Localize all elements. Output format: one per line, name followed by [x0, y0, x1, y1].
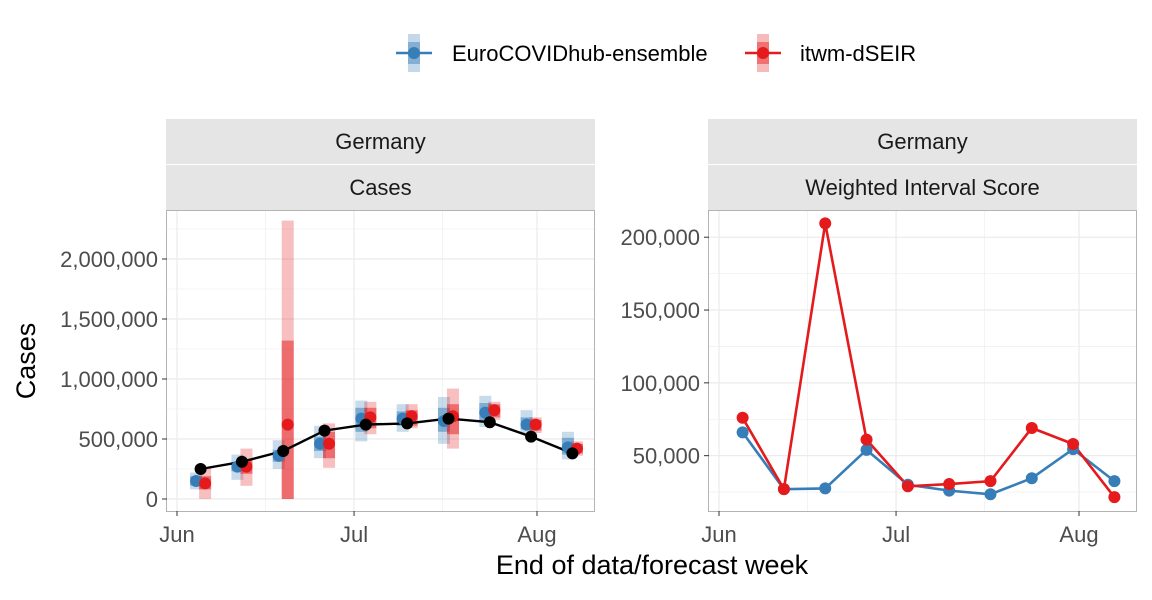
wis-axes: 50,000 100,000 150,000 200,000 Jun Jul Aug	[620, 225, 1098, 547]
cases-observed-point	[318, 424, 331, 437]
wis-x-tick-label: Jul	[882, 522, 910, 547]
wis-panel-border	[708, 210, 1137, 512]
cases-y-tick-label: 2,000,000	[60, 247, 158, 272]
right-strip-bottom-label: Weighted Interval Score	[805, 175, 1039, 200]
left-strip-top-label: Germany	[335, 129, 425, 154]
wis-point	[943, 478, 956, 491]
legend-ensemble-marker	[408, 47, 420, 59]
wis-point	[984, 475, 997, 488]
wis-y-tick-label: 150,000	[620, 298, 700, 323]
wis-y-tick-label: 50,000	[633, 444, 700, 469]
cases-point	[190, 475, 203, 487]
cases-point	[281, 418, 294, 431]
cases-point	[520, 418, 533, 431]
cases-observed-point	[483, 416, 496, 429]
cases-x-tick-label: Jul	[340, 522, 368, 547]
wis-point	[736, 426, 749, 439]
wis-x-tick-label: Jun	[701, 522, 736, 547]
wis-point	[819, 482, 832, 495]
cases-point	[314, 437, 327, 450]
left-strip-bottom-label: Cases	[349, 175, 411, 200]
wis-panel: 50,000 100,000 150,000 200,000 Jun Jul Aug	[620, 210, 1137, 547]
cases-point	[323, 437, 336, 450]
cases-axes: 0 500,000 1,000,000 1,500,000 2,000,000 Jun Ju…	[60, 247, 556, 547]
legend-itwm-marker	[757, 47, 769, 59]
cases-y-tick-label: 1,500,000	[60, 307, 158, 332]
legend-item-itwm: itwm-dSEIR	[745, 34, 916, 72]
wis-series-line	[741, 223, 1116, 498]
left-strip-bottom	[166, 165, 595, 210]
right-strip-top	[708, 119, 1137, 164]
wis-series-line	[741, 431, 1116, 496]
cases-observed-point	[401, 417, 414, 430]
legend-item-ensemble: EuroCOVIDhub-ensemble	[396, 34, 708, 72]
cases-observed-point	[566, 447, 579, 460]
cases-observed-point	[235, 455, 248, 468]
cases-panel: 0 500,000 1,000,000 1,500,000 2,000,000 Jun Ju…	[60, 210, 595, 547]
cases-observed-point	[277, 445, 290, 457]
right-strip-bottom	[708, 165, 1137, 210]
wis-gridlines	[709, 211, 1136, 511]
cases-panel-border	[166, 210, 595, 512]
cases-observed-point	[525, 430, 538, 443]
wis-point	[1067, 438, 1080, 451]
cases-x-tick-label: Aug	[517, 522, 556, 547]
wis-point	[819, 217, 832, 230]
wis-x-tick-label: Aug	[1059, 522, 1098, 547]
cases-observed-point	[442, 412, 455, 425]
wis-marks	[736, 217, 1121, 504]
wis-point	[901, 480, 914, 493]
wis-point	[1025, 472, 1038, 485]
cases-y-tick-label: 0	[146, 487, 158, 512]
x-axis-title: End of data/forecast week	[496, 550, 809, 580]
cases-point	[488, 404, 501, 417]
cases-observed-point	[359, 418, 372, 431]
wis-point	[984, 488, 997, 501]
wis-point	[1025, 421, 1038, 434]
cases-point	[529, 418, 542, 431]
wis-point	[736, 411, 749, 424]
wis-point	[777, 483, 790, 496]
cases-observed-line	[200, 417, 573, 471]
wis-point	[860, 433, 873, 446]
wis-point	[860, 443, 873, 456]
right-strip-top-label: Germany	[877, 129, 967, 154]
cases-observed-point	[194, 463, 207, 475]
cases-point	[479, 406, 492, 419]
legend: EuroCOVIDhub-ensemble itwm-dSEIR	[396, 34, 916, 72]
cases-gridlines	[167, 211, 594, 511]
cases-y-tick-label: 500,000	[78, 427, 158, 452]
wis-y-tick-label: 100,000	[620, 371, 700, 396]
cases-x-tick-label: Jun	[159, 522, 194, 547]
left-strip-top	[166, 119, 595, 164]
cases-y-tick-label: 1,000,000	[60, 367, 158, 392]
wis-y-tick-label: 200,000	[620, 225, 700, 250]
y-axis-title: Cases	[11, 323, 41, 400]
cases-marks	[190, 220, 583, 499]
legend-itwm-label: itwm-dSEIR	[800, 41, 916, 66]
wis-point	[1108, 475, 1121, 488]
cases-point	[199, 477, 212, 490]
legend-ensemble-label: EuroCOVIDhub-ensemble	[452, 41, 708, 66]
wis-point	[1108, 491, 1121, 504]
